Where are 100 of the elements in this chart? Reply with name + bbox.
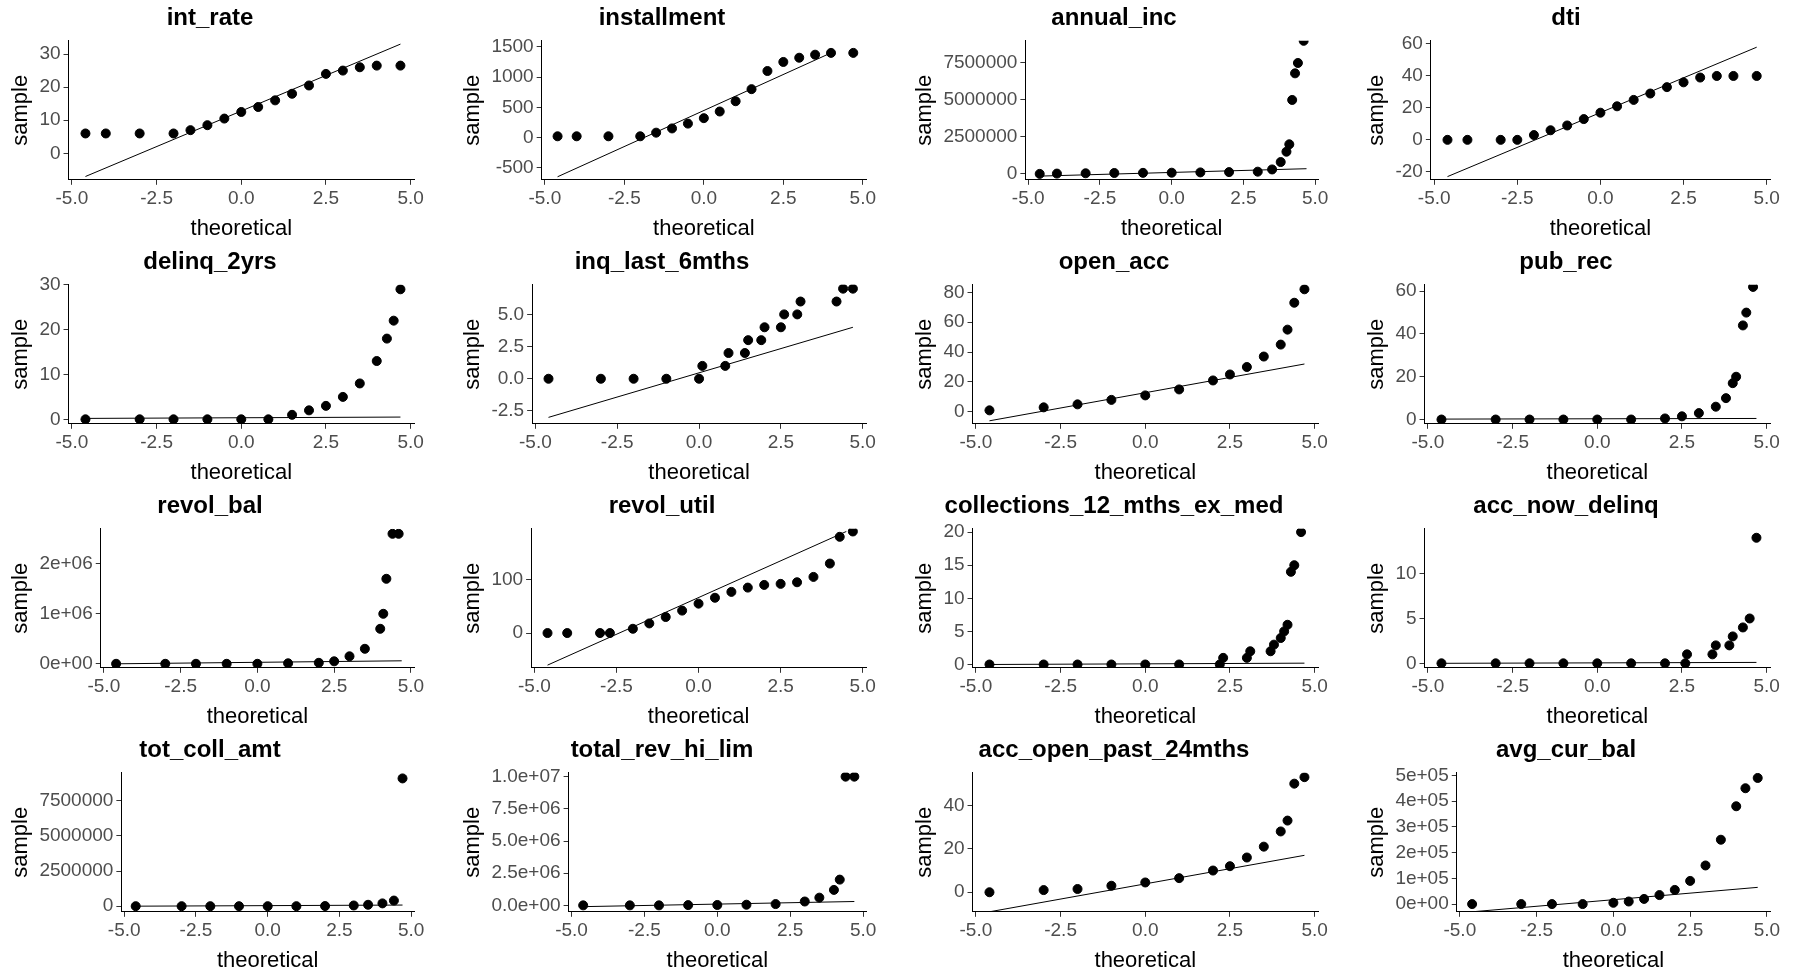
y-tick-label: 1.0e+07 — [491, 764, 561, 786]
y-axis-title: sample — [459, 806, 485, 878]
x-tick-label: 2.5 — [767, 675, 794, 697]
chart-title: int_rate — [166, 3, 254, 31]
x-tick-label: -2.5 — [607, 187, 641, 209]
y-tick-label: 5e+05 — [1395, 763, 1449, 785]
y-tick-label: 30 — [39, 42, 61, 64]
y-tick-label: 2.5 — [497, 334, 525, 356]
x-axis-title: theoretical — [647, 702, 750, 728]
x-axis-title: theoretical — [1546, 458, 1649, 484]
y-axis-title: sample — [7, 318, 33, 390]
x-tick-label: 5.0 — [1753, 431, 1780, 453]
x-tick-label: -5.0 — [518, 675, 551, 697]
y-tick-label: 0 — [102, 894, 114, 916]
y-tick-label: 0 — [953, 400, 965, 422]
chart-title: acc_open_past_24mths — [978, 735, 1250, 763]
chart-title: inq_last_6mths — [574, 247, 750, 275]
y-axis-title: sample — [911, 74, 937, 146]
x-tick-label: 5.0 — [1753, 919, 1781, 941]
y-tick-label: 5.0e+06 — [491, 829, 561, 851]
y-tick-label: 0 — [953, 652, 965, 674]
y-tick-label: 10 — [943, 586, 965, 608]
y-tick-label: 500 — [501, 95, 534, 117]
chart-title: total_rev_hi_lim — [570, 735, 754, 763]
x-tick-label: 2.5 — [1216, 675, 1244, 697]
y-tick-label: 40 — [1395, 322, 1417, 344]
y-tick-label: 7500000 — [943, 51, 1018, 73]
x-tick-label: 2.5 — [776, 919, 804, 941]
y-tick-label: 30 — [39, 273, 61, 295]
y-tick-label: 60 — [943, 310, 965, 332]
y-axis-title: sample — [7, 74, 33, 146]
y-tick-label: 5 — [953, 619, 965, 641]
x-tick-label: 0.0 — [1132, 431, 1159, 453]
x-tick-label: 2.5 — [770, 187, 797, 209]
chart-title: collections_12_mths_ex_med — [944, 491, 1284, 519]
chart-title: revol_util — [608, 491, 716, 519]
y-tick-label: 0e+00 — [1395, 892, 1449, 914]
x-tick-label: -2.5 — [140, 431, 173, 453]
chart-title: open_acc — [1058, 247, 1170, 275]
x-axis-title: theoretical — [1546, 702, 1649, 728]
x-tick-label: 5.0 — [1301, 431, 1328, 453]
x-tick-label: 5.0 — [397, 187, 424, 209]
x-tick-label: 5.0 — [1301, 919, 1328, 941]
x-tick-label: 2.5 — [1676, 919, 1704, 941]
x-tick-label: 0.0 — [704, 919, 731, 941]
y-axis-title: sample — [7, 806, 33, 878]
y-tick-label: 0 — [1412, 128, 1423, 150]
chart-title: acc_now_delinq — [1473, 491, 1659, 519]
x-tick-label: -2.5 — [179, 919, 213, 941]
x-axis-title: theoretical — [1549, 214, 1652, 240]
x-tick-label: 5.0 — [1301, 675, 1328, 697]
x-tick-label: -5.0 — [107, 919, 141, 941]
x-axis-title: theoretical — [1094, 458, 1197, 484]
y-tick-label: 0 — [953, 880, 965, 902]
y-tick-label: 20 — [943, 520, 965, 542]
x-tick-label: 5.0 — [397, 675, 425, 697]
y-tick-label: 20 — [39, 317, 61, 339]
y-tick-label: 3e+05 — [1395, 815, 1449, 837]
x-tick-label: -5.0 — [1411, 675, 1445, 697]
y-tick-label: 10 — [39, 108, 61, 130]
y-axis-title: sample — [911, 318, 937, 390]
x-tick-label: 0.0 — [1587, 187, 1614, 209]
x-tick-label: 0.0 — [1584, 675, 1611, 697]
y-tick-label: 1500 — [491, 35, 534, 57]
x-tick-label: 5.0 — [849, 675, 876, 697]
x-tick-label: -5.0 — [55, 431, 89, 453]
x-tick-label: 0.0 — [685, 431, 713, 453]
x-tick-label: 2.5 — [1216, 431, 1244, 453]
y-tick-label: 5000000 — [39, 824, 114, 846]
y-tick-label: 0.0 — [497, 366, 525, 388]
x-tick-label: -5.0 — [519, 431, 552, 453]
x-tick-label: -2.5 — [628, 919, 661, 941]
x-axis-title: theoretical — [190, 458, 293, 484]
y-tick-label: 20 — [1401, 96, 1423, 118]
y-axis-title: sample — [1363, 318, 1389, 390]
x-tick-label: -5.0 — [55, 187, 89, 209]
y-tick-label: 0 — [49, 407, 61, 429]
x-tick-label: -2.5 — [140, 187, 173, 209]
x-tick-label: -2.5 — [1083, 187, 1117, 209]
x-tick-label: 5.0 — [849, 431, 876, 453]
x-tick-label: -5.0 — [1443, 919, 1477, 941]
chart-title: pub_rec — [1519, 247, 1613, 275]
x-tick-label: 2.5 — [312, 187, 340, 209]
y-tick-label: 10 — [39, 362, 61, 384]
x-axis-title: theoretical — [666, 946, 769, 972]
y-tick-label: 10 — [1395, 561, 1417, 583]
x-tick-label: -2.5 — [1520, 919, 1553, 941]
y-tick-label: 2.5e+06 — [491, 861, 561, 883]
x-tick-label: 0.0 — [1584, 431, 1611, 453]
y-tick-label: 100 — [491, 567, 524, 589]
x-tick-label: -2.5 — [1044, 431, 1077, 453]
chart-title: annual_inc — [1051, 3, 1177, 31]
x-tick-label: 2.5 — [320, 675, 348, 697]
x-tick-label: 0.0 — [685, 675, 712, 697]
chart-title: revol_bal — [157, 491, 263, 519]
y-tick-label: 1e+06 — [39, 602, 93, 624]
x-tick-label: 0.0 — [244, 675, 271, 697]
y-tick-label: 0 — [1405, 651, 1417, 673]
y-tick-label: 1000 — [491, 65, 534, 87]
x-tick-label: 0.0 — [228, 187, 255, 209]
